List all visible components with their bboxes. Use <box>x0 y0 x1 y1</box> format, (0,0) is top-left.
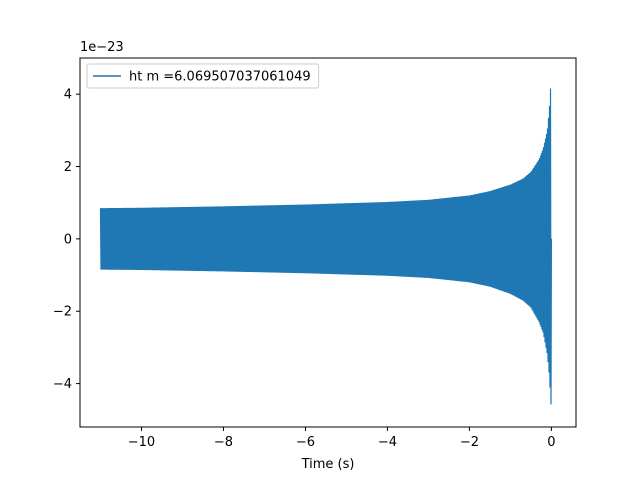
axes-frame <box>79 57 577 428</box>
x-tick-label: −8 <box>214 435 233 450</box>
x-tick-label: −6 <box>296 435 315 450</box>
x-tick-label: −4 <box>378 435 397 450</box>
x-tick-label: 0 <box>547 435 555 450</box>
legend-label: ht m =6.069507037061049 <box>129 70 311 85</box>
x-tick-label: −10 <box>128 435 155 450</box>
legend: ht m =6.069507037061049 <box>86 63 320 89</box>
x-tick-label: −2 <box>460 435 479 450</box>
plot-area <box>99 88 552 405</box>
y-tick-label: 0 <box>64 232 72 247</box>
waveform-line <box>99 88 552 405</box>
y-tick-label: 4 <box>64 88 72 103</box>
y-tick-label: −2 <box>53 305 72 320</box>
legend-box <box>86 63 320 89</box>
x-axis-ticks: −10 −8 −6 −4 −2 0 <box>128 427 556 450</box>
y-axis-ticks: −4 −2 0 2 4 <box>53 88 80 392</box>
x-axis-label: Time (s) <box>301 457 355 472</box>
y-offset-label: 1e−23 <box>80 40 124 55</box>
y-tick-label: 2 <box>64 160 72 175</box>
y-tick-label: −4 <box>53 377 72 392</box>
